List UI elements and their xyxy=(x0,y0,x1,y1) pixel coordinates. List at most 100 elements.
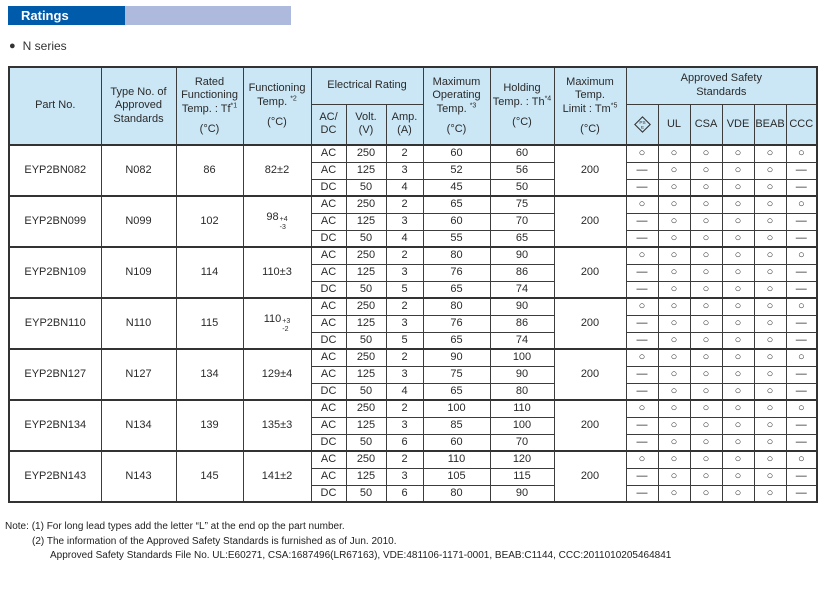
max-operating-cell: 75 xyxy=(422,365,491,384)
holding-temp-cell: 50 xyxy=(489,178,555,197)
holding-temp-cell: 74 xyxy=(489,331,555,350)
table-row: EYP2BN110 N110 115 110 +3 -2 AC 250 2 80 90 200 ○ ○ ○ ○… xyxy=(8,297,818,350)
approval-mark-vde: ○ xyxy=(721,297,755,316)
max-operating-cell: 65 xyxy=(422,382,491,401)
approval-mark-ul: ○ xyxy=(657,246,691,265)
svg-text:PS: PS xyxy=(639,120,645,125)
holding-temp-cell: 75 xyxy=(489,195,555,214)
approval-mark-pse: — xyxy=(625,382,659,401)
approval-mark-csa: ○ xyxy=(689,263,723,282)
approval-mark-ul: ○ xyxy=(657,280,691,299)
amp-cell: 2 xyxy=(385,450,424,469)
rated-temp-cell: 86 xyxy=(175,144,244,197)
approval-mark-beab: ○ xyxy=(753,365,787,384)
approval-mark-ccc: ○ xyxy=(785,195,818,214)
approval-mark-vde: ○ xyxy=(721,246,755,265)
holding-temp-cell: 90 xyxy=(489,365,555,384)
functioning-temp-cell: 110 +3 -2 xyxy=(242,297,312,350)
approval-mark-pse: — xyxy=(625,263,659,282)
approval-mark-ul: ○ xyxy=(657,178,691,197)
part-no-cell: EYP2BN110 xyxy=(8,297,102,350)
max-operating-cell: 60 xyxy=(422,433,491,452)
table-row: DC 50 5 65 74— ○ ○ ○ ○ — xyxy=(9,280,818,299)
col-header-max-temp-limit: Maximum Temp. Limit : Tm*5 (°C) xyxy=(553,66,627,146)
approval-mark-ul: ○ xyxy=(657,348,691,367)
section-title-bar: Ratings xyxy=(8,6,824,25)
approval-mark-ccc: — xyxy=(785,314,818,333)
holding-temp-cell: 74 xyxy=(489,280,555,299)
max-operating-cell: 85 xyxy=(422,416,491,435)
approval-mark-beab: ○ xyxy=(753,433,787,452)
approval-mark-beab: ○ xyxy=(753,263,787,282)
approval-mark-csa: ○ xyxy=(689,331,723,350)
approval-mark-csa: ○ xyxy=(689,229,723,248)
note-label: Note: xyxy=(5,521,29,532)
approval-mark-csa: ○ xyxy=(689,433,723,452)
part-no-cell: EYP2BN099 xyxy=(8,195,102,248)
approval-mark-vde: ○ xyxy=(721,450,755,469)
approval-mark-beab: ○ xyxy=(753,399,787,418)
functioning-temp-cell: 141±2 xyxy=(242,450,312,503)
bullet-icon: ● xyxy=(9,40,16,52)
table-row: AC 125 3 85 100— ○ ○ ○ ○ — xyxy=(9,416,818,435)
approval-mark-csa: ○ xyxy=(689,161,723,180)
approval-mark-csa: ○ xyxy=(689,144,723,163)
approval-mark-ul: ○ xyxy=(657,212,691,231)
approval-mark-beab: ○ xyxy=(753,195,787,214)
approval-mark-csa: ○ xyxy=(689,314,723,333)
col-header-pse: PS E xyxy=(625,103,659,146)
volt-cell: 125 xyxy=(345,263,387,282)
table-row: DC 50 4 65 80— ○ ○ ○ ○ — xyxy=(9,382,818,401)
approval-mark-ul: ○ xyxy=(657,314,691,333)
type-no-cell: N134 xyxy=(100,399,177,452)
approval-mark-vde: ○ xyxy=(721,212,755,231)
acdc-cell: AC xyxy=(310,467,347,486)
approval-mark-beab: ○ xyxy=(753,297,787,316)
approval-mark-pse: — xyxy=(625,331,659,350)
approval-mark-csa: ○ xyxy=(689,195,723,214)
note-line-1: Note: (1) For long lead types add the le… xyxy=(5,520,824,535)
volt-cell: 125 xyxy=(345,212,387,231)
part-no-cell: EYP2BN127 xyxy=(8,348,102,401)
volt-cell: 50 xyxy=(345,433,387,452)
approval-mark-beab: ○ xyxy=(753,416,787,435)
note-1-text: For long lead types add the letter “L” a… xyxy=(46,521,345,532)
max-operating-cell: 80 xyxy=(422,297,491,316)
holding-temp-cell: 86 xyxy=(489,314,555,333)
approval-mark-vde: ○ xyxy=(721,314,755,333)
approval-mark-pse: — xyxy=(625,416,659,435)
max-temp-limit-cell: 200 xyxy=(553,246,627,299)
approval-mark-ul: ○ xyxy=(657,382,691,401)
approval-mark-csa: ○ xyxy=(689,365,723,384)
approval-mark-vde: ○ xyxy=(721,263,755,282)
amp-cell: 4 xyxy=(385,178,424,197)
approval-mark-csa: ○ xyxy=(689,297,723,316)
approval-mark-pse: — xyxy=(625,484,659,503)
approval-mark-ul: ○ xyxy=(657,331,691,350)
note-1-num: (1) xyxy=(31,521,44,532)
col-header-volt: Volt. (V) xyxy=(345,103,387,146)
holding-temp-cell: 115 xyxy=(489,467,555,486)
approval-mark-beab: ○ xyxy=(753,246,787,265)
approval-mark-ccc: — xyxy=(785,416,818,435)
approval-mark-beab: ○ xyxy=(753,467,787,486)
table-row: AC 125 3 75 90— ○ ○ ○ ○ — xyxy=(9,365,818,384)
volt-cell: 125 xyxy=(345,365,387,384)
volt-cell: 250 xyxy=(345,195,387,214)
holding-temp-cell: 100 xyxy=(489,348,555,367)
amp-cell: 2 xyxy=(385,399,424,418)
approval-mark-ul: ○ xyxy=(657,484,691,503)
table-row: AC 125 3 52 56— ○ ○ ○ ○ — xyxy=(9,161,818,180)
approval-mark-csa: ○ xyxy=(689,212,723,231)
max-temp-limit-cell: 200 xyxy=(553,348,627,401)
approval-mark-ul: ○ xyxy=(657,297,691,316)
approval-mark-vde: ○ xyxy=(721,433,755,452)
approval-mark-ccc: ○ xyxy=(785,348,818,367)
approval-mark-vde: ○ xyxy=(721,161,755,180)
col-header-rated-functioning-temp: Rated Functioning Temp. : Tf*1 (°C) xyxy=(175,66,244,146)
note-2-num: (2) xyxy=(32,535,45,547)
amp-cell: 5 xyxy=(385,331,424,350)
rated-temp-cell: 102 xyxy=(175,195,244,248)
approval-mark-beab: ○ xyxy=(753,314,787,333)
acdc-cell: AC xyxy=(310,195,347,214)
